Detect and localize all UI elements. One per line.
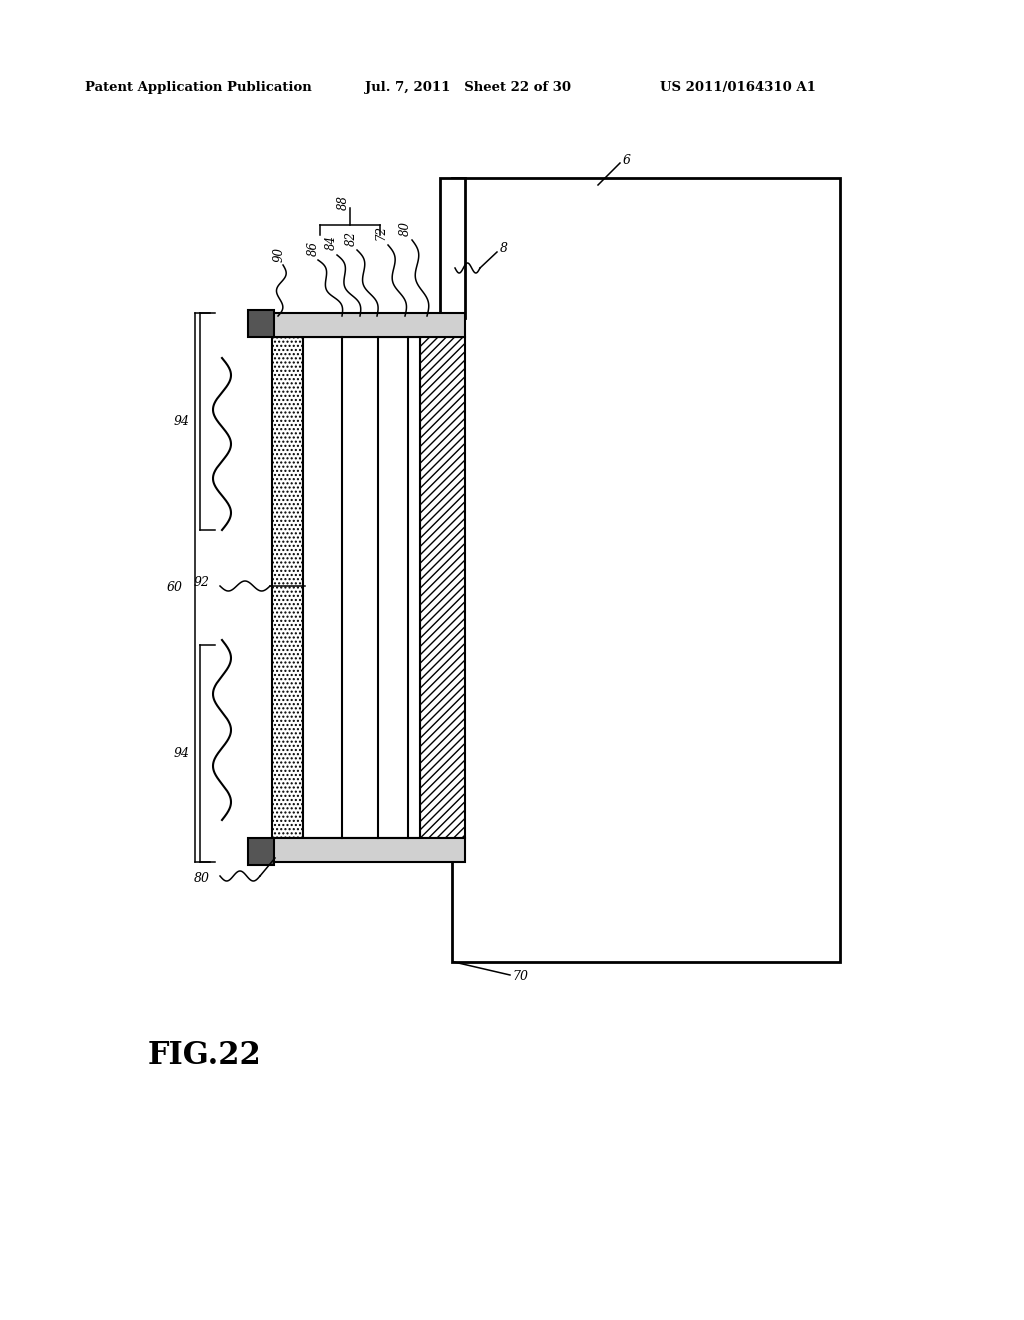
Text: 72: 72 [375, 224, 388, 239]
Text: 70: 70 [512, 970, 528, 983]
Bar [248, 310, 274, 337]
Bar [272, 337, 303, 838]
Text: 60: 60 [167, 581, 183, 594]
Bar [248, 838, 274, 865]
Bar [272, 313, 465, 337]
Text: 94: 94 [174, 747, 190, 760]
Text: 90: 90 [273, 248, 286, 263]
Text: 8: 8 [500, 243, 508, 256]
Text: Jul. 7, 2011   Sheet 22 of 30: Jul. 7, 2011 Sheet 22 of 30 [365, 82, 571, 95]
Text: 88: 88 [337, 195, 350, 210]
Bar [420, 337, 465, 838]
Bar [440, 178, 465, 318]
Text: 6: 6 [623, 153, 631, 166]
Text: 80: 80 [194, 871, 210, 884]
Bar [303, 337, 420, 838]
Text: 94: 94 [174, 414, 190, 428]
Text: 86: 86 [307, 240, 319, 256]
Bar [452, 178, 840, 962]
Bar [272, 838, 465, 862]
Text: 84: 84 [325, 235, 338, 249]
Text: Patent Application Publication: Patent Application Publication [85, 82, 311, 95]
Text: 80: 80 [399, 220, 412, 235]
Text: FIG.22: FIG.22 [148, 1040, 262, 1071]
Text: 92: 92 [194, 577, 210, 590]
Text: 82: 82 [345, 231, 358, 246]
Text: US 2011/0164310 A1: US 2011/0164310 A1 [660, 82, 816, 95]
